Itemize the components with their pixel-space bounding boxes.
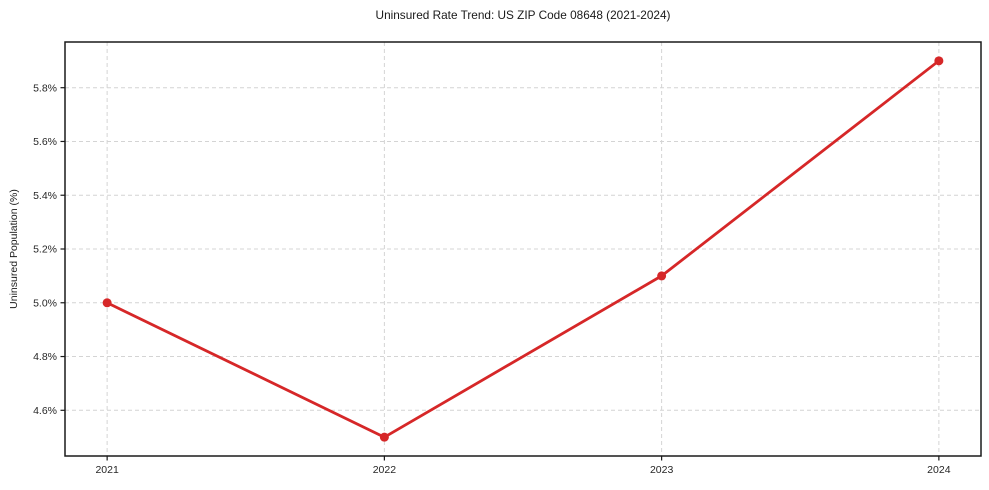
x-tick-label: 2022 — [373, 464, 397, 476]
y-tick-label: 5.0% — [33, 297, 57, 309]
x-tick-label: 2023 — [650, 464, 674, 476]
y-tick-label: 4.6% — [33, 405, 57, 417]
y-tick-label: 5.4% — [33, 190, 57, 202]
data-point-marker — [102, 298, 112, 308]
data-point-marker — [657, 271, 667, 281]
trend-line — [105, 59, 941, 439]
y-tick-label: 5.8% — [33, 82, 57, 94]
chart-title: Uninsured Rate Trend: US ZIP Code 08648 … — [375, 8, 671, 22]
y-tick-label: 5.6% — [33, 136, 57, 148]
data-point-marker — [379, 432, 389, 442]
y-tick-label: 4.8% — [33, 351, 57, 363]
y-tick-label: 5.2% — [33, 244, 57, 256]
x-tick-label: 2024 — [927, 464, 951, 476]
data-point-marker — [934, 56, 944, 66]
x-tick-label: 2021 — [95, 464, 119, 476]
